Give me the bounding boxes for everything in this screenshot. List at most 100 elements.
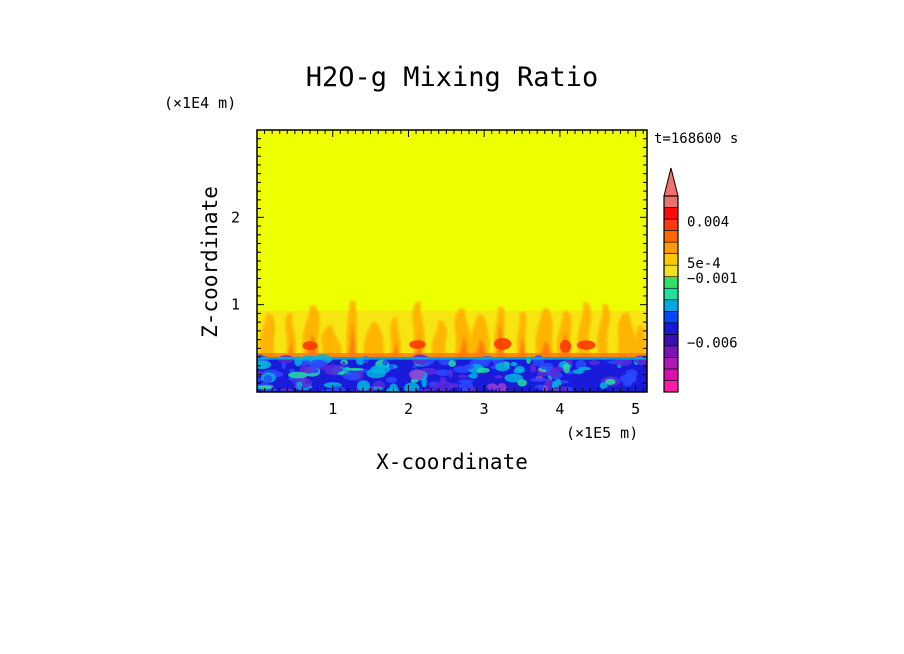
surface-patch xyxy=(457,374,468,379)
surface-patch xyxy=(257,370,265,375)
y-tick-label: 1 xyxy=(231,296,240,314)
x-tick-label: 5 xyxy=(631,400,640,418)
plume-hotspot xyxy=(493,337,512,350)
surface-patch xyxy=(546,377,551,387)
surface-patch xyxy=(433,381,453,391)
surface-patch xyxy=(448,369,453,379)
surface-patch xyxy=(382,359,389,366)
plume-column xyxy=(617,312,637,358)
surface-patch xyxy=(404,382,420,392)
surface-patch xyxy=(605,378,616,385)
surface-patch xyxy=(625,369,638,379)
surface-patch xyxy=(344,367,364,371)
colorbar-swatch xyxy=(663,241,679,254)
plume-column xyxy=(517,311,527,358)
surface-patch xyxy=(341,361,346,367)
colorbar-swatch xyxy=(663,322,679,335)
time-label: t=168600 s xyxy=(654,131,738,147)
x-tick-label: 3 xyxy=(480,400,489,418)
plume-column xyxy=(390,318,402,358)
colorbar-swatch xyxy=(663,345,679,358)
plume-hotspot xyxy=(409,340,426,349)
x-axis-label: X-coordinate xyxy=(376,450,528,474)
y-axis-label: Z-coordinate xyxy=(198,186,222,338)
plume-hotspot xyxy=(576,340,596,350)
surface-patch xyxy=(517,379,527,387)
plume-core xyxy=(519,337,525,358)
colorbar-label: −0.001 xyxy=(687,271,738,287)
surface-patch xyxy=(300,360,311,366)
colorbar-swatch xyxy=(663,334,679,347)
surface-patch xyxy=(292,378,313,389)
surface-patch xyxy=(495,362,510,372)
surface-patch xyxy=(263,374,272,384)
surface-patch xyxy=(388,364,394,371)
x-tick-label: 1 xyxy=(328,400,337,418)
surface-patch xyxy=(623,381,633,387)
colorbar-swatch xyxy=(663,195,679,208)
surface-patch xyxy=(257,385,273,390)
plume-core xyxy=(473,337,487,358)
colorbar-extend-arrow xyxy=(663,167,679,197)
plume-column xyxy=(259,313,276,358)
plume-column xyxy=(470,315,490,358)
y-scale-label: (×1E4 m) xyxy=(164,94,236,112)
colorbar: 0.004 5e-4−0.001 −0.006 xyxy=(663,167,738,393)
surface-patch xyxy=(281,361,286,370)
surface-patch xyxy=(578,366,591,371)
surface-patch xyxy=(589,360,600,365)
surface-patch xyxy=(313,364,318,374)
surface-patch xyxy=(409,369,425,380)
colorbar-swatch xyxy=(663,310,679,324)
surface-patch xyxy=(448,360,457,367)
plume-column xyxy=(597,304,610,358)
x-scale-label: (×1E5 m) xyxy=(566,424,638,442)
plume-core xyxy=(391,337,399,358)
surface-patch xyxy=(468,373,478,379)
surface-patch xyxy=(324,364,343,376)
surface-patch xyxy=(435,369,452,377)
surface-patch xyxy=(515,365,525,372)
colorbar-swatch xyxy=(663,264,679,278)
colorbar-swatch xyxy=(663,368,679,381)
plume-hotspot xyxy=(302,341,318,351)
surface-patch xyxy=(540,362,554,370)
plume-column xyxy=(535,308,554,358)
surface-patch xyxy=(288,371,308,379)
plot-area xyxy=(257,130,647,392)
surface-patch xyxy=(486,383,498,391)
surface-patch xyxy=(257,360,268,369)
colorbar-swatch xyxy=(663,230,679,243)
colorbar-swatch xyxy=(663,287,679,301)
axis-ticks: 1 2 3 4 5 1 2 xyxy=(231,130,647,418)
colorbar-label: 0.004 xyxy=(687,214,729,230)
colorbar-swatch xyxy=(663,276,679,289)
surface-patch xyxy=(614,358,632,366)
surface-patch xyxy=(342,371,361,381)
colorbar-label: −0.006 xyxy=(687,335,738,351)
surface-patch xyxy=(464,364,474,370)
colorbar-swatch xyxy=(663,380,679,393)
surface-patch xyxy=(526,355,531,364)
surface-patch xyxy=(330,386,346,392)
surface-patch xyxy=(476,367,490,373)
plume-core xyxy=(348,322,356,358)
colorbar-frame xyxy=(663,195,679,393)
surface-patch xyxy=(412,364,418,369)
plume-column xyxy=(634,325,646,358)
surface-patch xyxy=(310,359,325,369)
surface-patch xyxy=(504,373,523,383)
surface-patch xyxy=(385,376,398,383)
colorbar-label: 5e-4 xyxy=(687,256,721,272)
surface-patch xyxy=(421,376,427,388)
surface-patch xyxy=(494,375,503,379)
surface-patch xyxy=(279,388,294,392)
plume-layer xyxy=(257,300,647,358)
surface-patch xyxy=(552,386,570,392)
surface-rim xyxy=(257,357,647,360)
chart-title: H2O-g Mixing Ratio xyxy=(306,62,599,93)
surface-patch xyxy=(529,363,537,373)
surface-patch xyxy=(632,355,647,364)
surface-patch xyxy=(389,383,398,392)
